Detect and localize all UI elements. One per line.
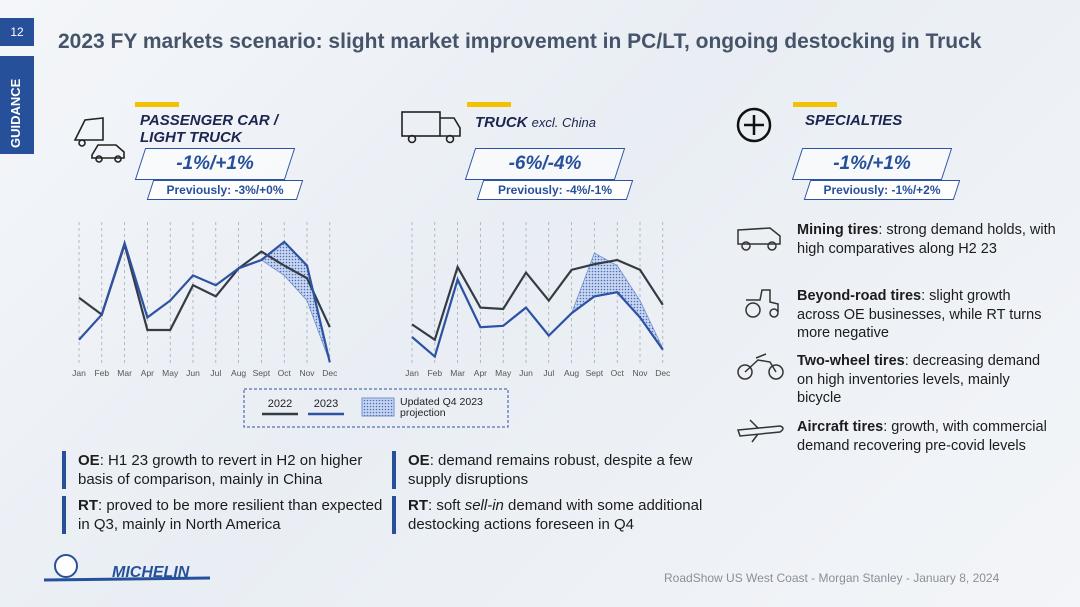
x-tick-label: Feb (427, 368, 442, 378)
legend-label-line: Updated Q4 2023 (400, 396, 483, 408)
x-tick-label: Nov (632, 368, 648, 378)
x-tick-label: Jul (543, 368, 554, 378)
note-label: RT (78, 497, 98, 514)
specialty-text: : strong demand holds, with high compara… (797, 222, 1056, 257)
specialty-label: Aircraft tires (797, 419, 884, 435)
note-emphasis: sell-in (464, 497, 504, 514)
x-tick-label: May (162, 368, 179, 378)
x-tick-label: Jan (72, 368, 86, 378)
series-line (411, 258, 664, 342)
specialty-label: Two-wheel tires (797, 353, 905, 369)
specialty-text: : decreasing demand on high inventories … (797, 353, 1041, 406)
specialty: Mining tires: strong demand holds, with … (797, 221, 1057, 258)
note: OE: H1 23 growth to revert in H2 on high… (62, 451, 383, 489)
specialty-text: : slight growth across OE businesses, wh… (797, 288, 1042, 341)
x-tick-label: Apr (141, 368, 154, 378)
legend-label: 2022 (268, 398, 292, 410)
x-tick-label: Oct (611, 368, 625, 378)
x-tick-label: Dec (322, 368, 338, 378)
tractor-icon (745, 289, 779, 318)
series-line (411, 276, 664, 359)
x-tick-label: Jun (186, 368, 200, 378)
slide-title: 2023 FY markets scenario: slight market … (58, 30, 982, 53)
legend-label-line: projection (400, 407, 446, 419)
legend-frame (243, 388, 509, 428)
legend: 2022 2023 Updated Q4 2023 projection (262, 396, 483, 419)
accent-bar (135, 102, 179, 107)
page-number: 12 (0, 18, 34, 46)
x-tick-label: Mar (117, 368, 132, 378)
accent-bar (467, 102, 511, 107)
x-tick-label: Apr (474, 368, 487, 378)
segment-name: SPECIALTIES (805, 112, 903, 129)
note-text: : demand remains robust, despite a few s… (408, 452, 693, 488)
specialty: Two-wheel tires: decreasing demand on hi… (797, 352, 1057, 408)
x-tick-label: Dec (655, 368, 671, 378)
note-text: : H1 23 growth to revert in H2 on higher… (78, 452, 363, 488)
note: OE: demand remains robust, despite a few… (392, 451, 698, 489)
note-label: RT (408, 497, 428, 514)
legend-swatch (361, 397, 395, 417)
truck-icon (401, 111, 461, 144)
projection-area (260, 241, 331, 363)
note: RT: proved to be more resilient than exp… (62, 496, 383, 534)
x-tick-label: Feb (94, 368, 109, 378)
segment-name-box: TRUCK excl. China (475, 114, 596, 131)
car-icon (73, 117, 125, 163)
note-text: : soft (428, 497, 465, 514)
motorcycle-icon (737, 353, 784, 380)
specialty-label: Beyond-road tires (797, 288, 922, 304)
x-tick-label: Nov (299, 368, 315, 378)
specialty: Beyond-road tires: slight growth across … (797, 287, 1057, 343)
plus-icon (736, 107, 772, 143)
x-tick-label: Mar (450, 368, 465, 378)
legend-label: 2023 (314, 398, 338, 410)
section-tab: GUIDANCE (0, 56, 34, 154)
x-tick-label: Sept (253, 368, 271, 378)
note-label: OE (78, 452, 100, 469)
segment-qualifier: excl. China (531, 115, 596, 130)
x-tick-label: Sept (586, 368, 604, 378)
legend-label: Updated Q4 2023 projection (400, 396, 483, 419)
specialty-text: : growth, with commercial demand recover… (797, 419, 1047, 454)
x-tick-label: Aug (564, 368, 579, 378)
segment-name: PASSENGER CAR / LIGHT TRUCK (140, 112, 279, 146)
series-line (78, 239, 331, 363)
x-tick-label: Oct (278, 368, 292, 378)
specialty: Aircraft tires: growth, with commercial … (797, 418, 1057, 455)
segment-name: TRUCK (475, 114, 528, 131)
plane-icon (736, 419, 784, 443)
note-text: demand with some additional destocking a… (408, 497, 703, 533)
specialty-label: Mining tires (797, 222, 879, 238)
x-tick-label: Aug (231, 368, 246, 378)
note-label: OE (408, 452, 430, 469)
note: RT: soft sell-in demand with some additi… (392, 496, 728, 534)
accent-bar (793, 102, 837, 107)
logo-text: MICHELIN (112, 564, 190, 581)
logo: MICHELIN (43, 554, 211, 582)
mining-icon (737, 227, 781, 251)
x-tick-label: Jan (405, 368, 419, 378)
x-tick-label: Jul (210, 368, 221, 378)
footer-source: RoadShow US West Coast - Morgan Stanley … (664, 571, 1000, 585)
x-tick-label: Jun (519, 368, 533, 378)
note-text: : proved to be more resilient than expec… (78, 497, 383, 533)
x-tick-label: May (495, 368, 512, 378)
